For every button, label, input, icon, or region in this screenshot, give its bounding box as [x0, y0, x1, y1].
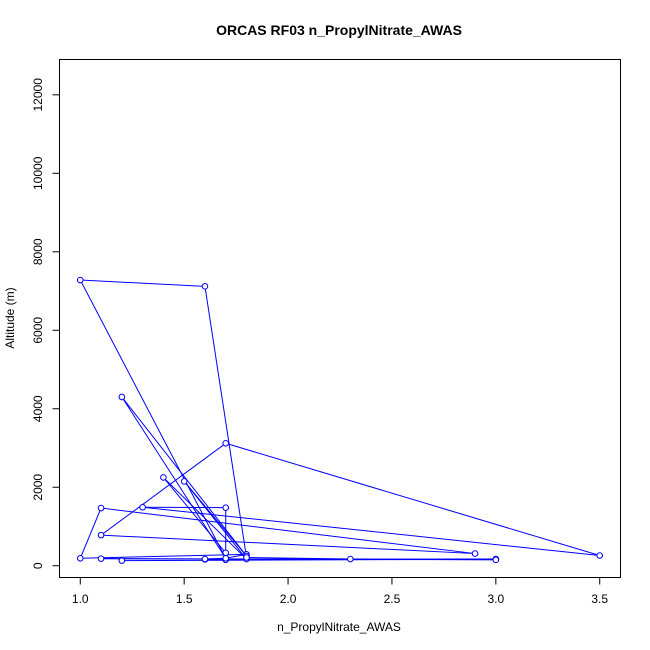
x-axis: 1.0 1.5 2.0 2.5 3.0 3.5	[72, 577, 608, 606]
series-points	[76, 276, 604, 564]
data-point	[222, 439, 230, 447]
chart-title: ORCAS RF03 n_PropylNitrate_AWAS	[216, 22, 462, 38]
data-point	[596, 552, 604, 559]
data-point	[97, 555, 105, 562]
y-tick-label: 12000	[31, 78, 45, 112]
y-tick-label: 6000	[31, 317, 45, 344]
data-point	[76, 554, 84, 562]
data-point	[118, 393, 126, 401]
series-line-segment	[204, 557, 226, 560]
data-point	[243, 554, 250, 561]
series-line-segment	[79, 507, 102, 559]
y-tick-label: 8000	[31, 238, 45, 265]
series-line-segment	[101, 534, 476, 555]
data-point	[222, 549, 230, 557]
data-point	[118, 557, 126, 564]
series-line-segment	[80, 279, 205, 287]
data-point	[76, 276, 84, 284]
series-line-segment	[350, 558, 496, 561]
data-point	[180, 478, 188, 485]
series-line-segment	[100, 442, 227, 536]
series-lines	[79, 279, 600, 562]
series-line-segment	[142, 506, 600, 557]
y-axis-label: Altitude (m)	[3, 287, 17, 348]
series-line-segment	[183, 481, 247, 557]
x-tick-label: 3.0	[487, 592, 504, 606]
x-axis-label: n_PropylNitrate_AWAS	[277, 620, 401, 634]
data-point	[139, 503, 146, 511]
data-point	[222, 554, 230, 562]
y-tick-label: 4000	[31, 395, 45, 422]
plot-area	[59, 59, 621, 578]
y-tick-label: 2000	[31, 474, 45, 501]
series-line-segment	[121, 396, 227, 559]
y-axis: 0 2000 4000 6000 8000 10000 12000	[31, 78, 60, 569]
series-line-segment	[163, 477, 227, 554]
data-point	[160, 474, 167, 481]
series-line-segment	[121, 396, 247, 557]
data-point	[97, 531, 105, 539]
series-line-segment	[79, 279, 227, 559]
x-tick-label: 3.5	[591, 592, 608, 606]
series-line-segment	[100, 507, 476, 555]
data-point	[97, 504, 105, 512]
x-tick-label: 2.0	[280, 592, 297, 606]
data-point	[347, 555, 354, 563]
x-tick-label: 1.5	[176, 592, 193, 606]
y-tick-label: 0	[31, 562, 45, 569]
x-tick-label: 2.5	[384, 592, 401, 606]
data-point	[222, 504, 230, 511]
data-point	[471, 550, 479, 557]
data-point	[201, 555, 209, 563]
series-line-segment	[80, 553, 247, 559]
y-tick-label: 10000	[31, 156, 45, 190]
data-point	[201, 283, 209, 290]
series-line-segment	[246, 556, 351, 560]
series-line-segment	[225, 442, 600, 557]
data-point	[492, 556, 500, 564]
series-line-segment	[204, 286, 247, 558]
x-tick-label: 1.0	[72, 592, 89, 606]
